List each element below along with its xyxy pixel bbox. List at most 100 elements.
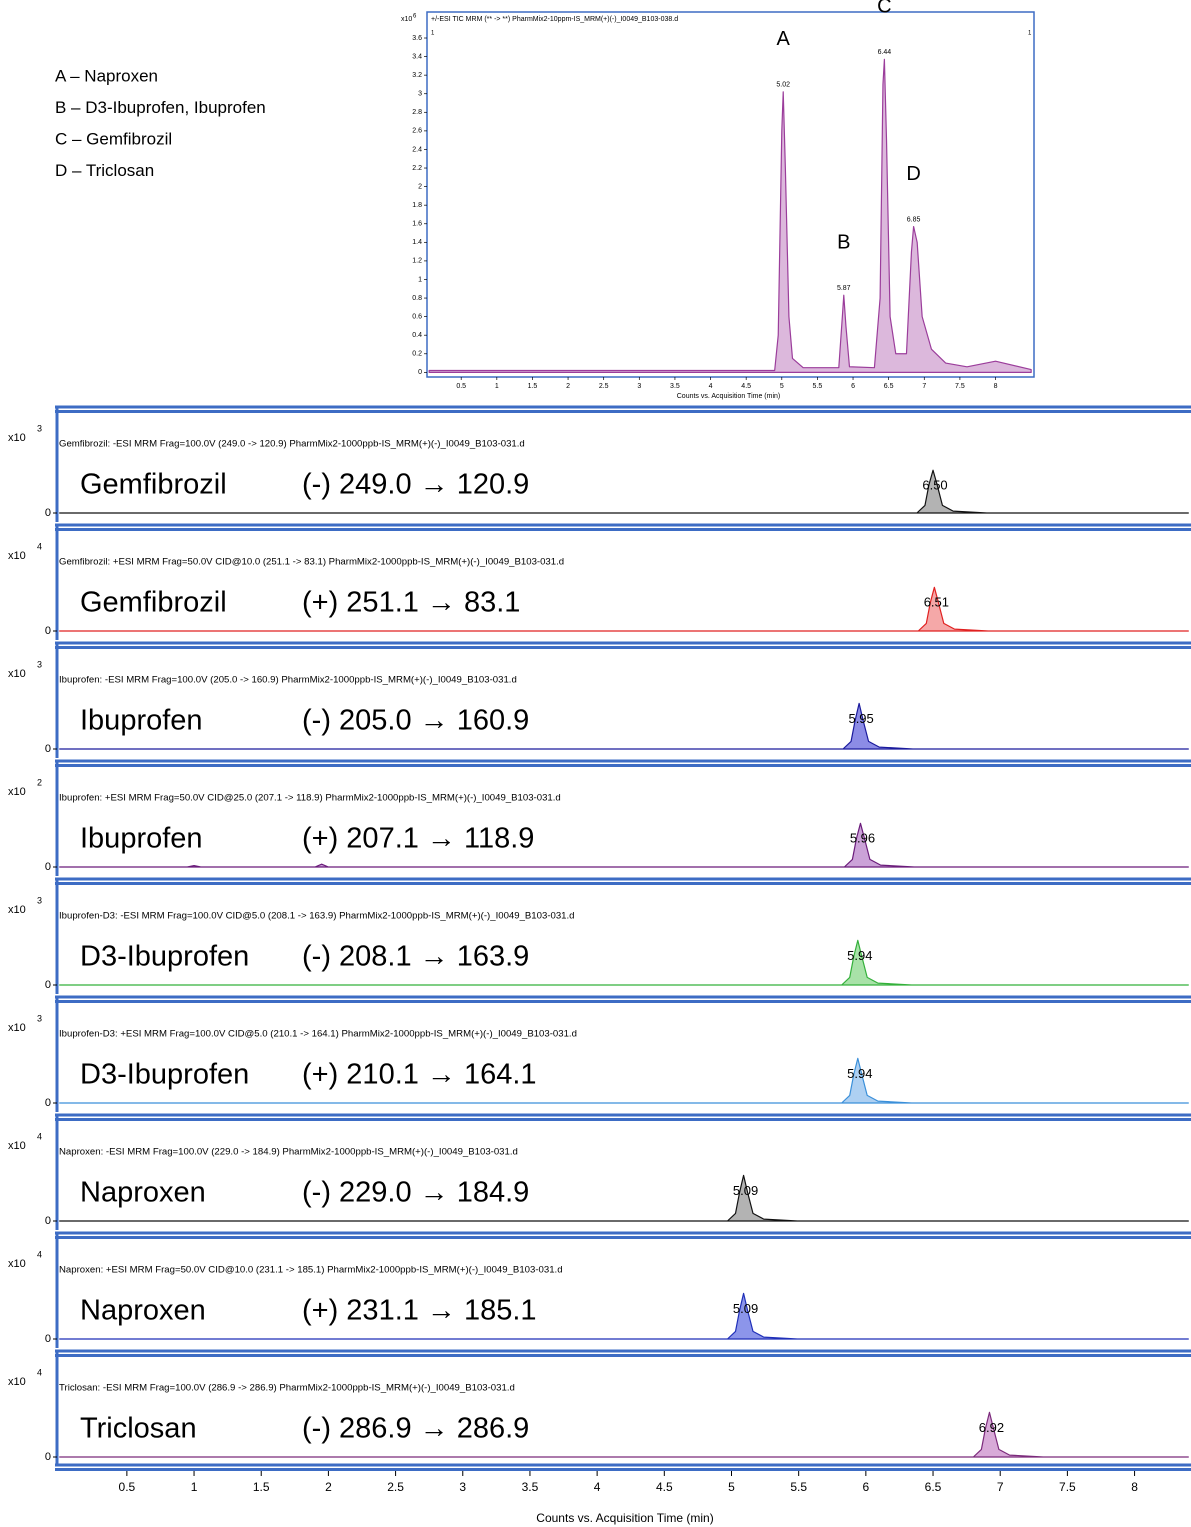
y-tick-label: 1.8 — [412, 202, 422, 209]
peak-label: 5.94 — [847, 1066, 872, 1081]
y-tick-label: 0 — [45, 1097, 51, 1109]
x-tick-label: 1.5 — [528, 383, 538, 390]
transition: (-) 249.0 → 120.9 — [302, 469, 529, 501]
compound-name: D3-Ibuprofen — [80, 1059, 249, 1091]
y-tick-label: 0 — [45, 979, 51, 991]
panel-title: Triclosan: -ESI MRM Frag=100.0V (286.9 -… — [59, 1383, 515, 1394]
x-tick-label: 7.5 — [1059, 1480, 1076, 1494]
x-tick-label: 1 — [495, 383, 499, 390]
x-tick-label: 2 — [325, 1480, 332, 1494]
x-tick-label: 4 — [594, 1480, 601, 1494]
y-tick-label: 1.4 — [412, 239, 422, 246]
x-tick-label: 5 — [728, 1480, 735, 1494]
x-tick-label: 6.5 — [884, 383, 894, 390]
x-tick-label: 2.5 — [387, 1480, 404, 1494]
panel-title: Gemfibrozil: -ESI MRM Frag=100.0V (249.0… — [59, 439, 525, 450]
x-tick-label: 5.5 — [790, 1480, 807, 1494]
exponent: 6 — [413, 14, 417, 20]
peak-letter: C — [877, 0, 891, 18]
peak-letter: B — [837, 232, 850, 254]
peak-label: 5.94 — [847, 948, 872, 963]
x-tick-label: 3.5 — [522, 1480, 539, 1494]
multiplier: x10 — [8, 668, 26, 680]
y-tick-label: 0 — [45, 507, 51, 519]
y-tick-label: 3 — [418, 91, 422, 98]
panel-title: Ibuprofen-D3: -ESI MRM Frag=100.0V CID@5… — [59, 911, 575, 922]
y-tick-label: 1 — [418, 276, 422, 283]
chromatogram — [59, 702, 1189, 750]
y-tick-label: 0 — [45, 1451, 51, 1463]
x-tick-label: 4 — [709, 383, 713, 390]
y-tick-label: 2.4 — [412, 146, 422, 153]
transition: (+) 251.1 → 83.1 — [302, 587, 520, 619]
chromatogram — [59, 1174, 1189, 1222]
peak-label: 6.92 — [979, 1420, 1004, 1435]
peak-letter: A — [777, 28, 791, 50]
y-tick-label: 3.6 — [412, 35, 422, 42]
y-tick-label: 3.2 — [412, 72, 422, 79]
exponent: 4 — [37, 1131, 42, 1141]
x-tick-label: 5.5 — [813, 383, 823, 390]
chart-title: +/-ESI TIC MRM (** -> **) PharmMix2-10pp… — [431, 16, 678, 23]
y-tick-label: 2.6 — [412, 128, 422, 135]
x-tick-label: 6.5 — [925, 1480, 942, 1494]
transition: (-) 286.9 → 286.9 — [302, 1413, 529, 1445]
x-tick-label: 3.5 — [670, 383, 680, 390]
chromatogram — [428, 58, 1032, 373]
peak-label: 5.02 — [776, 82, 790, 89]
x-tick-label: 2.5 — [599, 383, 609, 390]
chromatogram — [59, 1292, 1189, 1340]
panel-title: Naproxen: -ESI MRM Frag=100.0V (229.0 ->… — [59, 1147, 518, 1158]
x-tick-label: 4.5 — [741, 383, 751, 390]
y-tick-label: 0.6 — [412, 313, 422, 320]
panel-title: Naproxen: +ESI MRM Frag=50.0V CID@10.0 (… — [59, 1265, 563, 1276]
multiplier: x10 — [8, 1022, 26, 1034]
exponent: 3 — [37, 423, 42, 433]
peak-label: 5.87 — [837, 285, 851, 292]
x-tick-label: 5 — [780, 383, 784, 390]
peak-label: 6.85 — [907, 216, 921, 223]
transition: (-) 205.0 → 160.9 — [302, 705, 529, 737]
compound-name: Naproxen — [80, 1177, 206, 1209]
transition: (-) 208.1 → 163.9 — [302, 941, 529, 973]
y-tick-label: 0 — [45, 625, 51, 637]
multiplier: x10 — [8, 904, 26, 916]
compound-name: D3-Ibuprofen — [80, 941, 249, 973]
cursor-label: 1 — [431, 31, 435, 37]
y-tick-label: 0 — [45, 1215, 51, 1227]
x-tick-label: 4.5 — [656, 1480, 673, 1494]
compound-name: Ibuprofen — [80, 823, 203, 855]
y-tick-label: 0.4 — [412, 332, 422, 339]
x-tick-label: 7 — [922, 383, 926, 390]
y-tick-label: 0 — [418, 369, 422, 376]
exponent: 3 — [37, 895, 42, 905]
exponent: 3 — [37, 1013, 42, 1023]
chromatogram — [59, 939, 1189, 986]
cursor-label: 1 — [1028, 31, 1032, 37]
panel-title: Ibuprofen-D3: +ESI MRM Frag=100.0V CID@5… — [59, 1029, 577, 1040]
exponent: 4 — [37, 1367, 42, 1377]
y-tick-label: 2.2 — [412, 165, 422, 172]
y-tick-label: 2.8 — [412, 109, 422, 116]
x-tick-label: 8 — [1131, 1480, 1138, 1494]
y-tick-label: 0 — [45, 861, 51, 873]
exponent: 4 — [37, 1249, 42, 1259]
x-axis-label: Counts vs. Acquisition Time (min) — [536, 1511, 713, 1525]
panel-title: Ibuprofen: -ESI MRM Frag=100.0V (205.0 -… — [59, 675, 517, 686]
y-tick-label: 0 — [45, 743, 51, 755]
x-axis-label: Counts vs. Acquisition Time (min) — [677, 393, 780, 400]
y-tick-label: 1.2 — [412, 258, 422, 265]
peak-label: 5.09 — [733, 1301, 758, 1316]
chromatogram — [59, 1057, 1189, 1104]
peak-note: A – Naproxen — [55, 66, 158, 85]
exponent: 3 — [37, 659, 42, 669]
plot-frame — [426, 11, 1035, 378]
x-tick-label: 2 — [566, 383, 570, 390]
x-tick-label: 7 — [997, 1480, 1004, 1494]
x-tick-label: 7.5 — [955, 383, 965, 390]
multiplier: x10 — [8, 786, 26, 798]
chromatogram — [59, 1411, 1189, 1458]
peak-letter: D — [906, 163, 920, 185]
chromatogram — [59, 469, 1189, 514]
